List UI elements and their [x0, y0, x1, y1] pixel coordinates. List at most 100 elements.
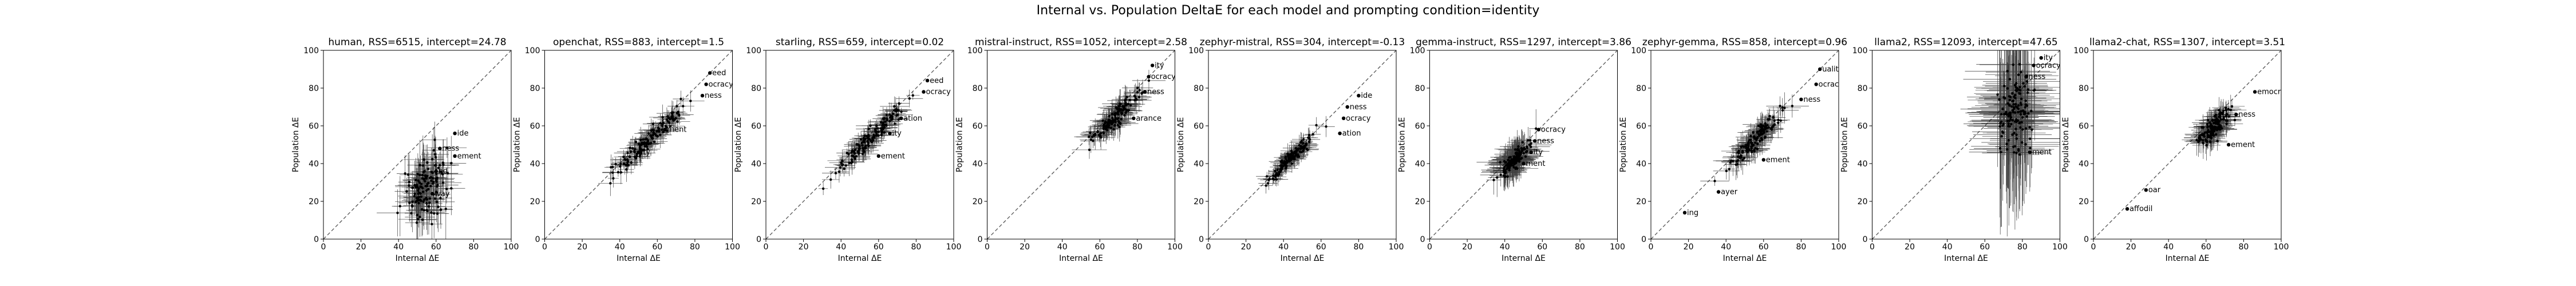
data-point	[2024, 103, 2027, 106]
data-point	[1100, 132, 1103, 134]
x-tick-label: 40	[2163, 243, 2174, 252]
data-point	[1713, 180, 1716, 182]
data-point	[1112, 128, 1115, 131]
data-point	[653, 140, 656, 143]
data-point	[624, 158, 627, 161]
data-point	[870, 140, 874, 144]
x-tick-label: 20	[356, 243, 366, 252]
data-point	[2225, 106, 2227, 109]
data-point	[1285, 167, 1287, 170]
data-point	[669, 118, 671, 121]
x-tick-label: 20	[2126, 243, 2136, 252]
data-point	[432, 180, 435, 184]
data-point	[1508, 156, 1511, 159]
data-point	[437, 205, 440, 208]
data-point	[657, 126, 660, 129]
data-point	[661, 116, 664, 119]
y-tick-label: 80	[751, 84, 761, 93]
labeled-point	[438, 146, 442, 150]
data-point	[2225, 113, 2228, 116]
data-point	[611, 171, 614, 174]
data-point	[2011, 109, 2014, 112]
data-point	[1528, 139, 1532, 142]
labeled-point	[2234, 113, 2238, 117]
point-label: ity	[641, 148, 651, 157]
data-point	[666, 120, 669, 123]
data-point	[1524, 150, 1528, 154]
data-point	[2003, 113, 2006, 116]
data-point	[420, 182, 423, 185]
data-point	[2208, 130, 2211, 133]
data-point	[1106, 124, 1109, 126]
data-point	[1737, 149, 1740, 153]
y-tick-label: 40	[973, 160, 983, 169]
data-point	[1779, 105, 1781, 108]
point-label: eed	[712, 69, 726, 78]
data-point	[1783, 106, 1786, 109]
data-point	[619, 171, 622, 174]
data-point	[433, 153, 437, 156]
labeled-point	[704, 82, 708, 86]
data-point	[1508, 166, 1511, 170]
data-point	[1761, 124, 1764, 127]
data-point	[2198, 134, 2201, 137]
data-point	[1492, 178, 1495, 181]
point-label: ness	[442, 145, 459, 153]
data-point	[1302, 149, 1305, 152]
data-point	[1288, 153, 1291, 156]
x-axis-label: Internal ΔE	[617, 254, 661, 263]
data-point	[404, 172, 406, 175]
data-point	[876, 127, 879, 130]
data-point	[2215, 117, 2218, 120]
data-point	[1499, 173, 1502, 177]
data-point	[1767, 126, 1771, 129]
data-point	[1125, 109, 1128, 112]
data-point	[1265, 184, 1267, 187]
data-point	[2026, 88, 2030, 91]
data-point	[859, 138, 863, 141]
data-point	[1521, 141, 1524, 144]
data-point	[1284, 156, 1287, 159]
point-label: ity	[1534, 148, 1543, 157]
axes-frame	[1208, 50, 1397, 240]
data-point	[1279, 160, 1282, 163]
x-tick-label: 40	[393, 243, 404, 252]
y-tick-label: 80	[1858, 84, 1868, 93]
data-point	[2020, 70, 2022, 74]
data-point	[1279, 164, 1282, 167]
data-point	[424, 180, 426, 183]
data-point	[1290, 162, 1294, 165]
x-tick-label: 80	[2017, 243, 2028, 252]
y-tick-label: 40	[1194, 160, 1204, 169]
data-point	[1291, 155, 1295, 158]
data-point	[662, 122, 665, 125]
point-label: ocracy	[1541, 126, 1566, 134]
data-point	[628, 155, 631, 158]
labeled-point	[453, 154, 457, 158]
data-point	[1283, 162, 1286, 165]
data-point	[850, 158, 854, 161]
axes-frame	[2093, 50, 2282, 240]
x-tick-label: 20	[1462, 243, 1472, 252]
x-tick-label: 20	[1241, 243, 1251, 252]
data-point	[436, 212, 439, 215]
data-point	[2209, 122, 2212, 126]
x-tick-label: 80	[1575, 243, 1585, 252]
data-point	[2000, 150, 2002, 154]
data-point	[874, 128, 877, 130]
data-point	[882, 122, 884, 125]
data-point	[420, 195, 423, 198]
data-point	[1522, 152, 1525, 155]
data-point	[1503, 172, 1506, 174]
data-point	[2213, 125, 2216, 128]
data-point	[1290, 156, 1293, 160]
data-point	[645, 137, 648, 140]
data-point	[439, 208, 442, 211]
point-label: ation	[903, 114, 922, 123]
data-point	[2013, 132, 2016, 134]
labeled-point	[708, 71, 712, 75]
data-point	[1305, 148, 1308, 150]
data-point	[1301, 146, 1305, 149]
diagonal-line	[987, 50, 1175, 239]
